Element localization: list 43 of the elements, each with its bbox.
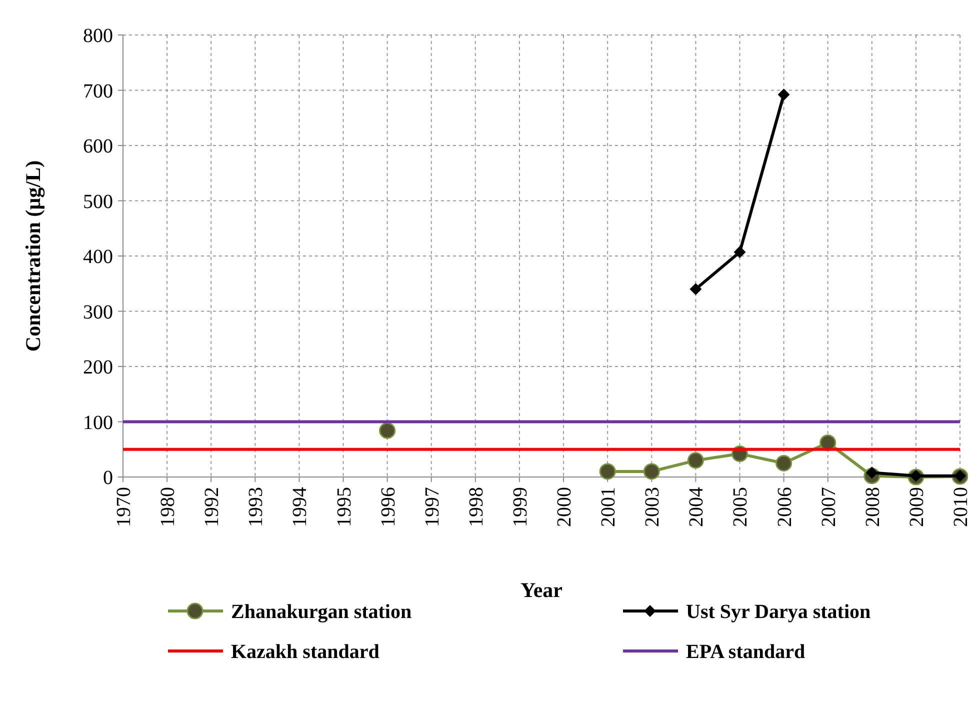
x-tick-label: 1997 [421, 487, 444, 527]
legend-label: EPA standard [686, 641, 806, 663]
x-tick-label: 2005 [730, 487, 752, 527]
y-tick-label: 200 [83, 356, 113, 378]
x-tick-label: 2009 [906, 487, 928, 527]
y-tick-label: 600 [83, 136, 113, 158]
point [776, 454, 792, 472]
y-tick-label: 300 [83, 301, 113, 324]
x-tick-label: 1993 [245, 487, 268, 527]
x-axis-title: Year [520, 578, 562, 602]
point [379, 422, 396, 439]
x-tick-label: 1980 [157, 487, 180, 527]
x-tick-label: 1998 [465, 487, 488, 527]
point [643, 463, 660, 480]
y-tick-label: 100 [83, 412, 113, 434]
x-tick-label: 1970 [113, 487, 135, 527]
legend-label: Kazakh standard [231, 641, 380, 663]
y-tick-label: 500 [83, 190, 113, 213]
x-tick-label: 2001 [598, 487, 620, 527]
point [687, 452, 704, 469]
x-tick-label: 2003 [642, 487, 664, 527]
y-tick-label: 800 [83, 25, 113, 47]
legend-label: Ust Syr Darya station [686, 601, 871, 623]
point [778, 88, 790, 101]
y-tick-label: 0 [103, 467, 113, 489]
x-tick-label: 2000 [554, 487, 576, 527]
x-tick-label: 2004 [686, 487, 708, 527]
legend-label: Zhanakurgan station [231, 601, 412, 623]
point [599, 463, 616, 480]
point [690, 283, 702, 296]
x-tick-label: 1992 [201, 487, 224, 527]
x-tick-label: 2008 [862, 487, 884, 527]
x-tick-label: 2007 [818, 487, 840, 527]
point [734, 246, 746, 258]
x-tick-label: 1995 [333, 487, 356, 527]
x-tick-label: 1999 [509, 487, 532, 527]
y-tick-label: 700 [83, 80, 113, 102]
x-tick-label: 1996 [377, 487, 400, 527]
y-tick-label: 400 [83, 246, 113, 268]
x-tick-label: 2010 [950, 487, 972, 527]
x-tick-label: 2006 [774, 487, 796, 527]
y-axis-title: Concentration (µg/L) [21, 160, 45, 352]
x-tick-label: 1994 [289, 487, 312, 527]
